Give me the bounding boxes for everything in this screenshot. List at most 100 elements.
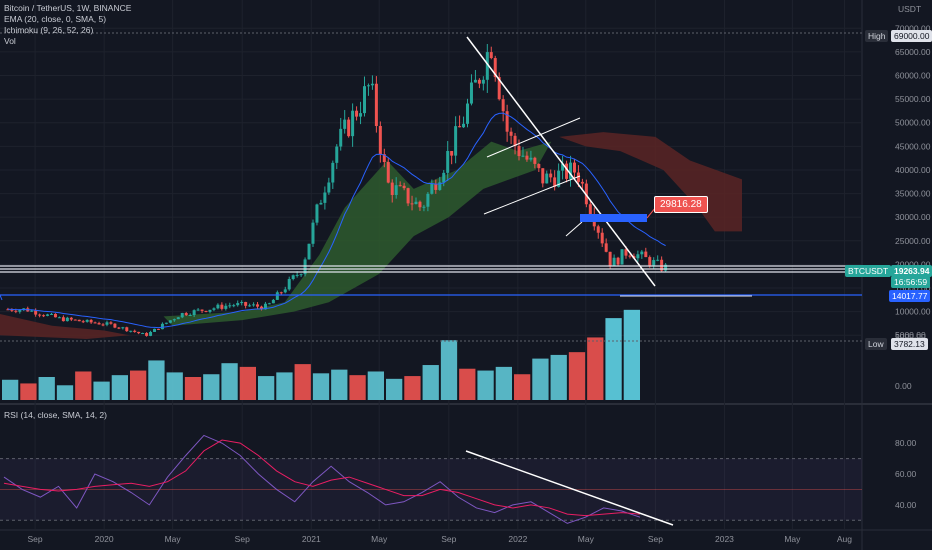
candle-body — [347, 119, 351, 137]
candle-body — [145, 333, 149, 336]
rsi-panel[interactable] — [0, 405, 862, 530]
candle-body — [81, 321, 85, 323]
candle-body — [93, 322, 97, 324]
candle-body — [493, 58, 497, 78]
volume-bar — [514, 374, 531, 400]
volume-bar — [203, 374, 220, 400]
vol-legend[interactable]: Vol — [4, 36, 16, 46]
volume-bar — [221, 363, 238, 400]
candle-body — [386, 162, 390, 183]
candlesticks — [6, 43, 668, 337]
candle-body — [541, 168, 545, 184]
currency-label: USDT — [898, 4, 922, 14]
volume-bar — [477, 370, 494, 400]
ichimoku-legend[interactable]: Ichimoku (9, 26, 52, 26) — [4, 25, 94, 35]
candle-body — [331, 162, 335, 183]
volume-bar — [184, 377, 202, 400]
candle-body — [454, 126, 458, 156]
candle-body — [422, 206, 426, 208]
target-annotation[interactable]: 29816.28 — [654, 196, 708, 213]
pair-legend[interactable]: Bitcoin / TetherUS, 1W, BINANCE — [4, 3, 132, 13]
volume-bar — [166, 372, 183, 400]
candle-body — [565, 163, 569, 179]
price-tick-label: 55000.00 — [895, 94, 931, 104]
volume-bar — [258, 376, 275, 400]
volume-bar — [20, 383, 37, 400]
candle-body — [521, 155, 525, 157]
candle-body — [133, 330, 137, 332]
candle-body — [644, 251, 648, 258]
time-tick-label: May — [371, 534, 388, 544]
volume-bar — [38, 377, 55, 400]
candle-body — [323, 192, 327, 203]
candle-body — [402, 185, 406, 189]
candle-body — [224, 305, 228, 309]
candle-body — [418, 201, 422, 208]
volume-bar — [495, 366, 512, 400]
candle-body — [462, 123, 466, 128]
candle-body — [248, 305, 252, 307]
candle-body — [477, 79, 481, 84]
volume-bar — [550, 354, 567, 400]
candle-body — [283, 289, 287, 293]
candle-body — [14, 310, 18, 312]
candle-body — [149, 331, 153, 336]
ema-polyline — [7, 112, 666, 329]
candle-body — [525, 155, 529, 160]
candle-body — [351, 110, 355, 137]
candle-body — [561, 163, 565, 171]
candle-body — [50, 313, 54, 315]
candle-body — [620, 249, 624, 265]
candle-body — [378, 125, 382, 155]
candle-body — [220, 304, 224, 309]
volume-bar — [568, 352, 586, 400]
candle-body — [38, 314, 42, 316]
volume-bar — [130, 370, 147, 400]
rsi-line — [3, 434, 641, 524]
volume-bar — [239, 366, 256, 400]
candle-body — [216, 304, 220, 309]
volume-bar — [294, 364, 311, 400]
candle-body — [256, 304, 260, 307]
rsi-legend[interactable]: RSI (14, close, SMA, 14, 2) — [4, 410, 107, 420]
candle-body — [34, 310, 38, 315]
candle-body — [576, 172, 580, 182]
time-tick-label: 2023 — [715, 534, 734, 544]
candle-body — [180, 313, 184, 318]
candle-body — [616, 257, 620, 265]
candle-body — [438, 182, 442, 190]
rsi-trendline — [465, 450, 674, 526]
volume-tick-label: 0.00 — [895, 381, 912, 391]
symbol-tag: BTCUSDT — [845, 265, 892, 277]
candle-body — [588, 204, 592, 215]
candle-body — [430, 183, 434, 194]
candle-body — [604, 243, 608, 252]
time-tick-label: Sep — [441, 534, 456, 544]
cloud-bear-segment — [559, 132, 743, 232]
candle-body — [355, 110, 359, 117]
volume-bar — [2, 379, 19, 400]
candle-body — [192, 310, 196, 316]
candle-body — [18, 309, 22, 312]
candle-body — [469, 82, 473, 104]
price-tick-label: 25000.00 — [895, 236, 931, 246]
time-tick-label: Aug — [837, 534, 852, 544]
candle-body — [624, 249, 628, 256]
candle-body — [200, 309, 204, 311]
candle-body — [73, 319, 77, 321]
time-tick-label: 2020 — [95, 534, 114, 544]
ema-legend[interactable]: EMA (20, close, 0, SMA, 5) — [4, 14, 107, 24]
candle-body — [65, 317, 69, 322]
rsi-ma-line — [3, 439, 641, 517]
candle-body — [315, 204, 319, 223]
candle-body — [596, 226, 600, 233]
volume-bar — [312, 373, 330, 400]
candle-body — [319, 202, 323, 205]
level-line-tick — [0, 294, 3, 301]
volume-bar — [148, 360, 165, 400]
price-tick-label: 5000.00 — [895, 330, 926, 340]
candle-body — [53, 313, 57, 318]
candle-body — [168, 320, 172, 323]
ema-line — [7, 112, 666, 329]
